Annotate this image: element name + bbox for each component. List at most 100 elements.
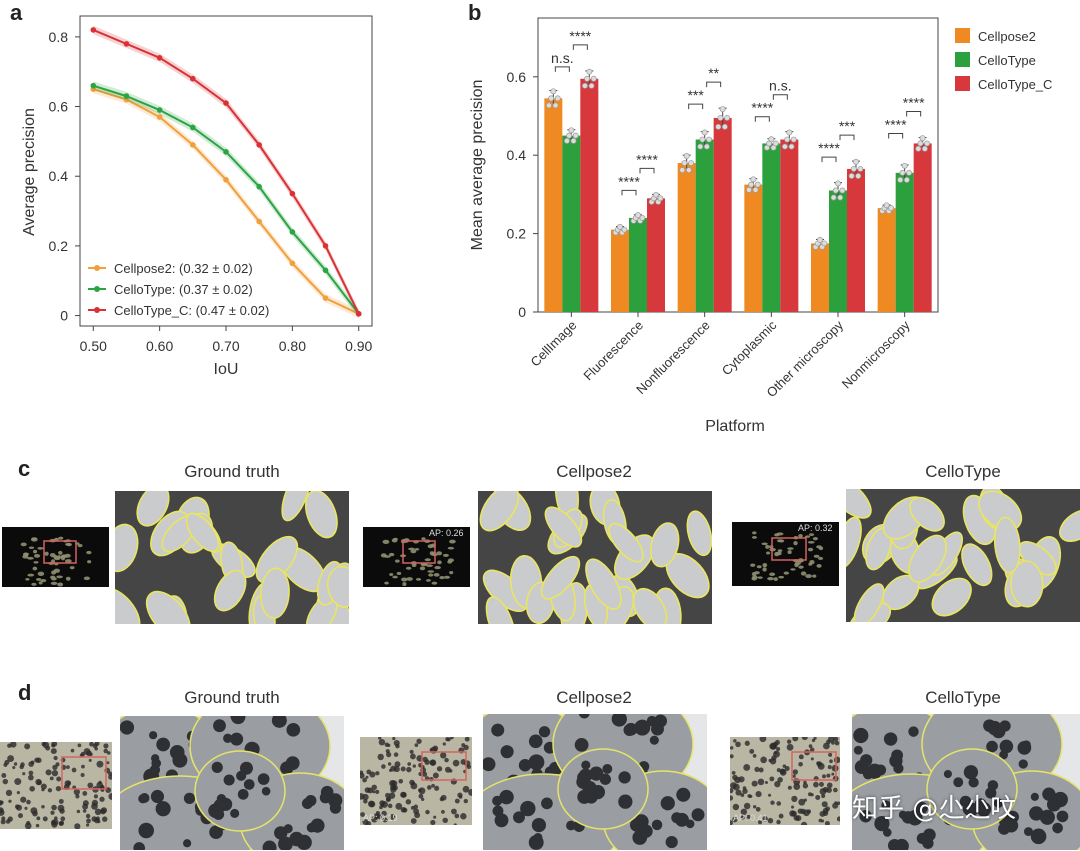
chart-b-bar bbox=[562, 135, 581, 312]
chart-a-data-point bbox=[322, 243, 329, 249]
thumb-nucleus bbox=[791, 795, 798, 803]
chart-a-legend-marker bbox=[94, 265, 100, 271]
thumb-nucleus bbox=[414, 743, 419, 748]
chart-b-xtick-label: CellImage bbox=[527, 318, 579, 370]
chart-b-significance-upper-bracket bbox=[706, 81, 722, 88]
chart-a-data-point bbox=[156, 107, 163, 113]
cell-nucleus bbox=[499, 789, 514, 805]
chart-a-data-point bbox=[256, 142, 262, 148]
thumb-nucleus bbox=[752, 754, 757, 758]
thumb-nucleus bbox=[732, 803, 740, 811]
thumb-nucleus bbox=[434, 785, 440, 791]
thumb-nucleus bbox=[836, 816, 840, 822]
segmented-cell bbox=[115, 587, 141, 624]
chart-b-bar bbox=[913, 143, 932, 312]
cell-nucleus bbox=[566, 820, 576, 831]
cell-nucleus bbox=[513, 811, 525, 824]
thumb-cell bbox=[53, 568, 61, 573]
thumb-nucleus bbox=[58, 798, 64, 804]
chart-a-ytick-label: 0.8 bbox=[49, 29, 69, 45]
chart-b-replicate-point bbox=[848, 173, 855, 179]
zoom-region-box bbox=[402, 540, 436, 564]
thumb-nucleus bbox=[57, 804, 65, 812]
thumb-nucleus bbox=[451, 808, 457, 815]
panel-c-title-cellpose2: Cellpose2 bbox=[556, 462, 632, 481]
thumb-nucleus bbox=[819, 781, 824, 787]
thumb-nucleus bbox=[730, 788, 734, 794]
thumb-cell bbox=[380, 553, 387, 558]
chart-b-replicate-point bbox=[853, 158, 859, 165]
thumb-nucleus bbox=[425, 809, 430, 815]
thumb-cell bbox=[57, 582, 64, 587]
cell-nucleus bbox=[853, 727, 869, 744]
thumb-cell bbox=[769, 572, 776, 577]
thumb-nucleus bbox=[7, 755, 15, 763]
thumb-nucleus bbox=[449, 737, 454, 740]
thumb-cell bbox=[447, 558, 454, 563]
zoom-region-box bbox=[771, 537, 807, 561]
thumb-cell bbox=[790, 568, 796, 571]
thumb-nucleus bbox=[81, 764, 85, 769]
thumb-nucleus bbox=[36, 816, 41, 821]
thumb-nucleus bbox=[833, 787, 838, 793]
chart-b-replicate-point bbox=[788, 143, 795, 150]
chart-b-replicate-point bbox=[572, 132, 579, 139]
chart-b-replicate-point bbox=[857, 165, 864, 172]
thumb-nucleus bbox=[42, 816, 48, 822]
cell-nucleus bbox=[296, 834, 312, 850]
thumb-cell bbox=[69, 566, 75, 570]
chart-a-xtick-label: 0.70 bbox=[212, 338, 239, 354]
chart-b-replicate-point bbox=[568, 127, 575, 134]
thumb-nucleus bbox=[810, 757, 814, 761]
thumb-nucleus bbox=[436, 766, 443, 772]
cell-nucleus bbox=[138, 822, 154, 839]
thumb-nucleus bbox=[73, 788, 80, 796]
chart-b-ytick-label: 0 bbox=[518, 304, 526, 320]
thumb-nucleus bbox=[375, 789, 380, 794]
thumb-nucleus bbox=[47, 788, 53, 793]
segmented-cell bbox=[931, 577, 972, 617]
chart-a-data-point bbox=[156, 54, 163, 61]
thumb-nucleus bbox=[430, 819, 436, 825]
thumb-nucleus bbox=[818, 818, 823, 823]
thumb-nucleus bbox=[56, 776, 62, 782]
chart-b-bar bbox=[780, 139, 799, 312]
cell-nucleus bbox=[853, 745, 863, 755]
thumb-nucleus bbox=[17, 813, 23, 819]
cell-nucleus bbox=[1039, 809, 1055, 825]
chart-b-significance-lower-label: **** bbox=[618, 173, 640, 189]
thumb-nucleus bbox=[735, 789, 742, 796]
cell-nucleus bbox=[893, 763, 904, 774]
thumb-cell bbox=[86, 550, 92, 555]
thumb-nucleus bbox=[381, 764, 386, 769]
chart-b-significance-upper-bracket bbox=[572, 44, 588, 50]
chart-b-replicate-point bbox=[754, 181, 761, 188]
zoom-region-box bbox=[791, 751, 837, 781]
chart-b-replicate-point bbox=[617, 223, 623, 230]
chart-b-replicate-point bbox=[552, 102, 559, 109]
thumb-nucleus bbox=[371, 784, 377, 791]
chart-a-xtick-label: 0.60 bbox=[146, 338, 173, 354]
cell-nucleus bbox=[183, 792, 196, 805]
thumb-nucleus bbox=[444, 766, 451, 773]
thumb-nucleus bbox=[758, 820, 763, 825]
panel-a-letter: a bbox=[10, 0, 23, 25]
thumb-nucleus bbox=[49, 776, 54, 781]
panel-d-ap-cellotype: AP: 0.41 bbox=[733, 813, 768, 823]
chart-b-plot-frame bbox=[537, 17, 939, 313]
chart-b-replicate-point bbox=[897, 176, 904, 183]
thumb-nucleus bbox=[385, 792, 391, 798]
chart-b-replicate-point bbox=[817, 236, 823, 243]
cell-nucleus bbox=[963, 765, 979, 780]
segmented-cell bbox=[485, 596, 516, 624]
thumb-cell bbox=[58, 536, 64, 540]
chart-b-significance-upper-label: **** bbox=[569, 28, 591, 44]
panel-d-thumbnail-cellpose2: AP: 0.19 bbox=[360, 737, 472, 825]
thumb-cell bbox=[396, 571, 402, 575]
thumb-cell bbox=[83, 576, 91, 581]
chart-b-replicate-point bbox=[683, 153, 690, 159]
thumb-nucleus bbox=[798, 761, 803, 767]
chart-b-significance-upper-label: **** bbox=[903, 95, 925, 111]
panel-d-zoom-ground-truth bbox=[120, 716, 344, 850]
thumb-nucleus bbox=[373, 813, 380, 819]
